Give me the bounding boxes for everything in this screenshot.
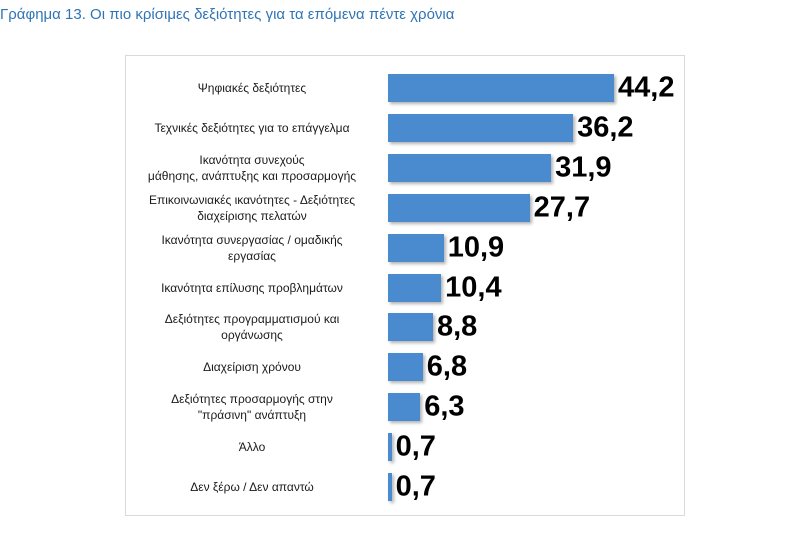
value-label: 6,8 (426, 350, 468, 383)
bar (388, 153, 552, 182)
bar (388, 113, 574, 142)
category-label: Ψηφιακές δεξιότητες (197, 81, 307, 95)
value-label: 0,7 (395, 430, 436, 463)
bar (388, 233, 444, 262)
value-label: 10,9 (447, 231, 505, 264)
value-label: 8,8 (436, 310, 478, 343)
bar (388, 273, 442, 302)
bar (388, 313, 433, 342)
bar (388, 473, 392, 501)
value-label: 0,7 (395, 470, 436, 503)
value-label: 31,9 (555, 151, 612, 184)
category-label: Δεν ξέρω / Δεν απαντώ (190, 480, 314, 494)
category-label: Δεξιότητες προγραμματισμού και οργάνωσης (164, 312, 340, 343)
category-label: Διαχείριση χρόνου (203, 360, 301, 375)
category-label: Ικανότητα συνεργασίας / ομαδικής εργασία… (161, 232, 343, 263)
category-label: Επικοινωνιακές ικανότητες - Δεξιότητες δ… (148, 192, 356, 223)
bar (388, 353, 423, 382)
category-label: Δεξιότητες προσαρμογής στην "πράσινη" αν… (171, 392, 333, 423)
category-label: Ικανότητα επίλυσης προβλημάτων (161, 280, 343, 295)
value-label: 10,4 (445, 271, 502, 303)
value-label: 36,2 (577, 111, 634, 144)
value-label: 27,7 (533, 191, 591, 224)
value-label: 6,3 (424, 390, 465, 423)
bar (388, 74, 614, 102)
chart-title: Γράφημα 13. Οι πιο κρίσιμες δεξιότητες γ… (0, 6, 455, 23)
category-label: Ικανότητα συνεχούς μάθησης, ανάπτυξης κα… (147, 152, 357, 183)
bar (388, 393, 421, 422)
chart-panel (125, 55, 685, 516)
bar (388, 193, 530, 222)
value-label: 44,2 (618, 71, 675, 104)
category-label: Τεχνικές δεξιότητες για το επάγγελμα (154, 120, 350, 135)
bar (388, 433, 392, 462)
category-label: Άλλο (238, 440, 266, 455)
